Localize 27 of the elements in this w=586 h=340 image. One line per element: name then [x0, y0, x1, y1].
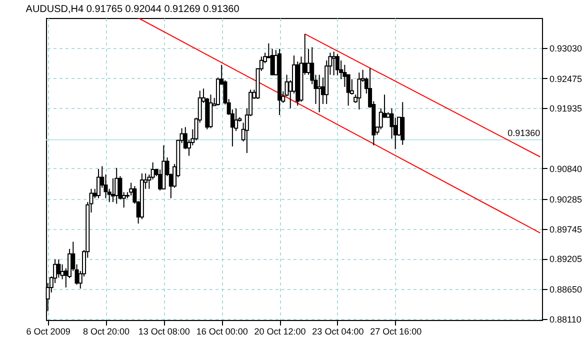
- candlestick: [335, 53, 340, 76]
- x-tick-label: 27 Oct 16:00: [370, 326, 422, 336]
- y-tick-label: 0.88650: [550, 284, 582, 295]
- x-tick-label: 6 Oct 2009: [26, 326, 70, 336]
- x-tick-label: 13 Oct 08:00: [138, 326, 190, 336]
- candlestick: [56, 258, 61, 278]
- x-tick-label: 8 Oct 20:00: [82, 326, 130, 336]
- y-tick-label: 0.89745: [550, 224, 582, 234]
- y-tick-label: 0.89205: [550, 254, 582, 264]
- candlestick: [357, 72, 362, 110]
- candlestick: [317, 74, 322, 113]
- ref-line-label: 0.91360: [508, 128, 540, 138]
- x-tick-label: 23 Oct 04:00: [312, 326, 364, 336]
- y-tick-label: 0.88110: [550, 314, 582, 324]
- y-tick-label: 0.91935: [550, 104, 582, 114]
- x-tick-label: 20 Oct 12:00: [254, 326, 306, 336]
- y-tick-label: 0.90285: [550, 194, 582, 205]
- y-tick-label: 0.92475: [550, 74, 582, 84]
- x-tick-label: 16 Oct 00:00: [196, 326, 248, 336]
- candlestick: [332, 51, 336, 76]
- candlestick: [96, 168, 100, 199]
- candlestick: [208, 94, 213, 129]
- y-tick-label: 0.93030: [550, 43, 582, 54]
- candlestick: [400, 102, 405, 146]
- y-tick-label: 0.90840: [550, 164, 582, 174]
- candlestick: [60, 264, 64, 280]
- chart-title: AUDUSD,H4 0.91765 0.92044 0.91269 0.91360: [26, 4, 240, 15]
